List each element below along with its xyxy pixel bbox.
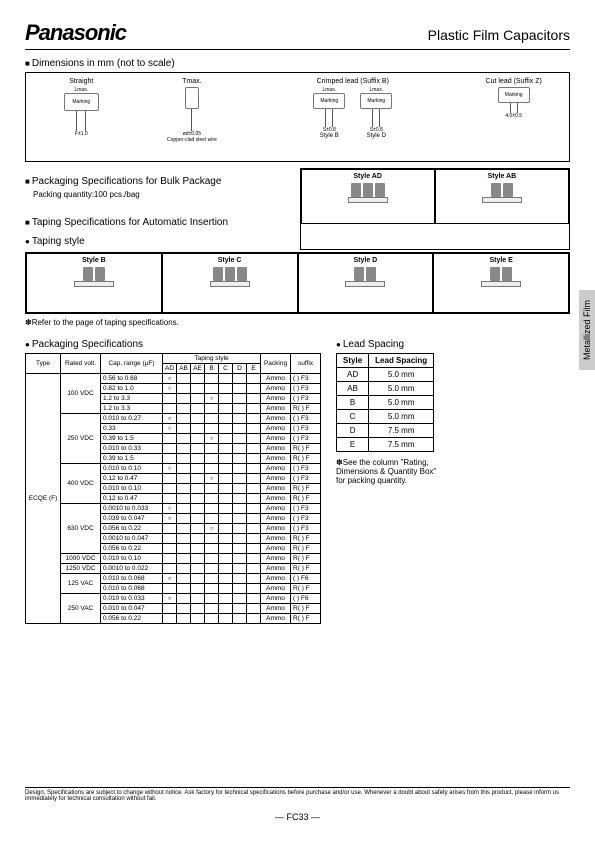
table-row: 250 VDC0.010 to 0.27○Ammo( ) F3 <box>26 414 321 424</box>
tape-col-header: B <box>205 364 219 374</box>
table-row: ECQE (F)100 VDC0.56 to 0.68○Ammo( ) F3 <box>26 374 321 384</box>
pack-spec-heading: Packaging Specifications <box>25 339 321 350</box>
table-row: 1250 VDC0.0010 to 0.022AmmoR( ) F <box>26 564 321 574</box>
tape-col-header: AE <box>191 364 205 374</box>
taping-style-heading: Taping style <box>25 236 294 247</box>
lead-note: See the column "Rating, Dimensions & Qua… <box>336 458 446 485</box>
tape-col-header: E <box>247 364 261 374</box>
tape-col-header: D <box>233 364 247 374</box>
page-title: Plastic Film Capacitors <box>428 27 570 43</box>
tape-col-header: AD <box>163 364 177 374</box>
pack-qty: Packing quantity:100 pcs./bag <box>33 190 294 199</box>
style-e-cell: Style E <box>433 253 569 313</box>
dim-cut: Cut lead (Suffix Z) Marking 4.0±0.5 <box>463 78 564 156</box>
dim-straight: Straight Lmax. Marking F±1.0 <box>31 78 132 156</box>
brand-logo: Panasonic <box>25 20 126 46</box>
footer-disclaimer: Design, Specifications are subject to ch… <box>25 787 570 802</box>
table-row: B5.0 mm <box>337 396 434 410</box>
table-row: AD5.0 mm <box>337 368 434 382</box>
table-row: 1000 VDC0.010 to 0.10AmmoR( ) F <box>26 554 321 564</box>
tape-col-header: AB <box>177 364 191 374</box>
style-ad-cell: Style AD <box>301 169 435 224</box>
table-row: 400 VDC0.010 to 0.10○Ammo( ) F3 <box>26 464 321 474</box>
lead-spacing-table: Style Lead Spacing AD5.0 mmAB5.0 mmB5.0 … <box>336 353 434 452</box>
table-row: C5.0 mm <box>337 410 434 424</box>
table-row: E7.5 mm <box>337 438 434 452</box>
side-tab: Metallized Film <box>579 290 595 370</box>
style-grid-top: Style AD Style AB <box>300 168 571 250</box>
style-grid-bottom: Style B Style C Style D Style E <box>25 252 570 314</box>
style-ab-cell: Style AB <box>435 169 569 224</box>
style-c-cell: Style C <box>162 253 298 313</box>
taping-heading: Taping Specifications for Automatic Inse… <box>25 217 294 228</box>
dim-crimped: Crimped lead (Suffix B) Lmax. Marking S±… <box>252 78 453 156</box>
table-row: 125 VAC0.010 to 0.068○Ammo( ) F6 <box>26 574 321 584</box>
page-header: Panasonic Plastic Film Capacitors <box>25 20 570 50</box>
table-row: AB5.0 mm <box>337 382 434 396</box>
dimensions-heading: Dimensions in mm (not to scale) <box>25 58 570 69</box>
style-d-cell: Style D <box>298 253 434 313</box>
table-row: 630 VDC0.0010 to 0.033○Ammo( ) F3 <box>26 504 321 514</box>
bulk-heading: Packaging Specifications for Bulk Packag… <box>25 176 294 187</box>
tape-col-header: C <box>219 364 233 374</box>
style-b-cell: Style B <box>26 253 162 313</box>
dim-tmax: Tmax. ød±0.05 Copper-clad steel wire <box>142 78 243 156</box>
table-row: D7.5 mm <box>337 424 434 438</box>
page-number: — FC33 — <box>0 812 595 822</box>
packaging-table: Type Rated volt. Cap. range (µF) Taping … <box>25 353 321 624</box>
table-row: 250 VAC0.010 to 0.033○Ammo( ) F6 <box>26 594 321 604</box>
dimensions-box: Straight Lmax. Marking F±1.0 Tmax. ød±0.… <box>25 72 570 162</box>
lead-spacing-heading: Lead Spacing <box>336 339 446 350</box>
taping-note: ✽Refer to the page of taping specificati… <box>25 318 570 327</box>
